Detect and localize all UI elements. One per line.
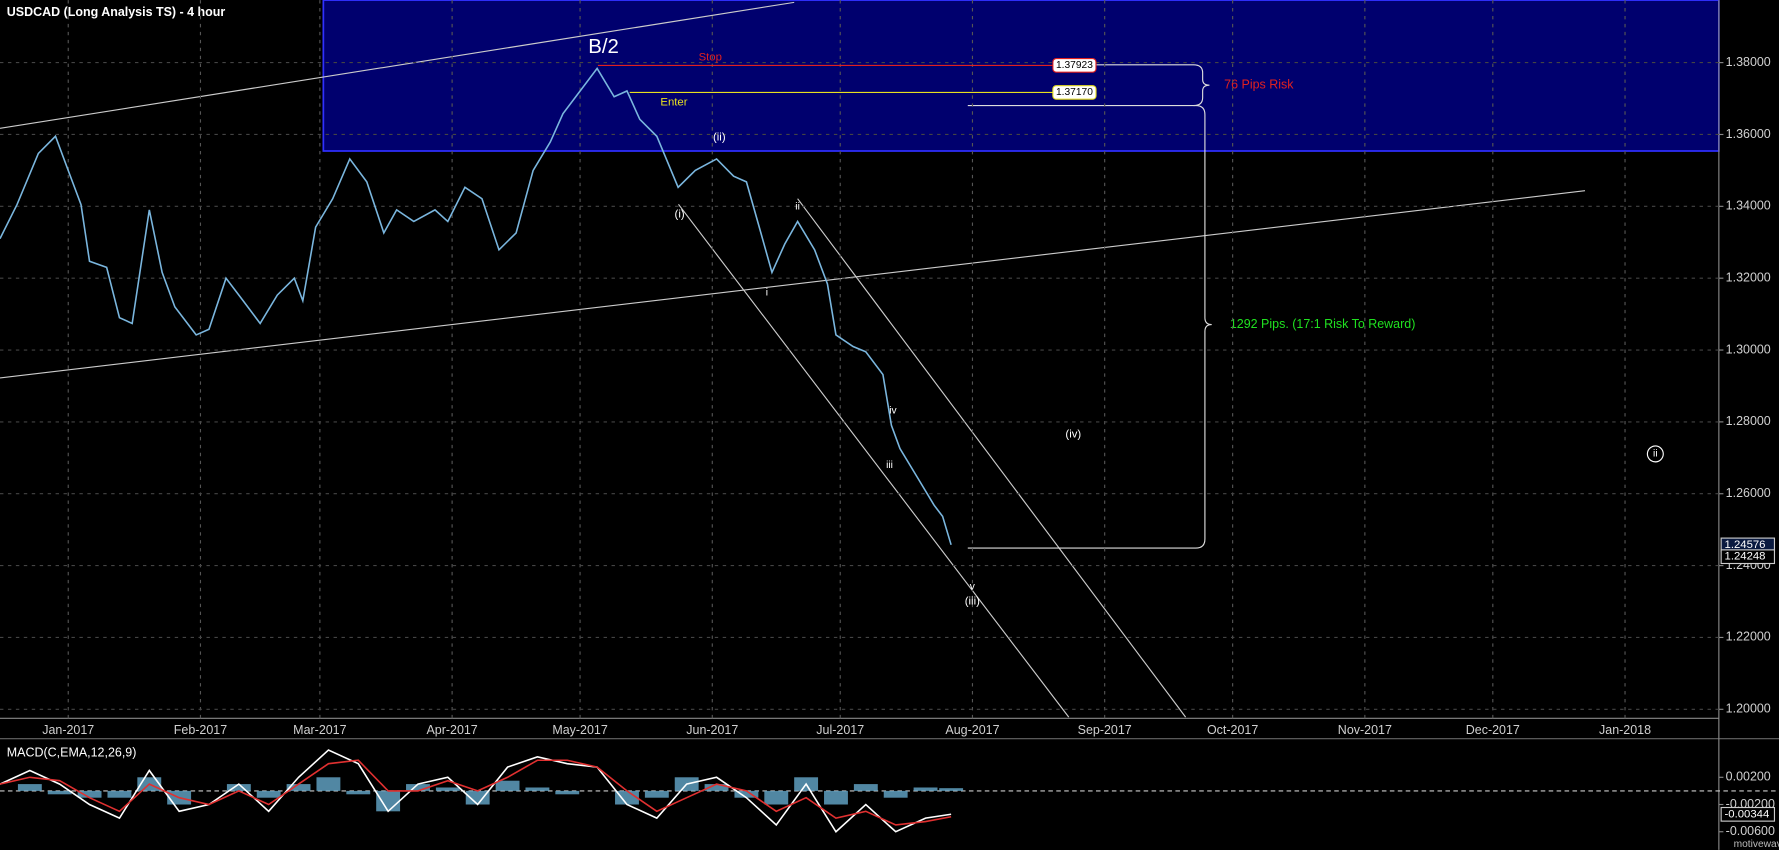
x-tick-label: Nov-2017 [1338,723,1392,737]
wave-label: ii [795,201,800,212]
x-tick-label: Dec-2017 [1466,723,1520,737]
histogram-bar [555,790,580,795]
x-tick-label: Jan-2017 [42,723,94,737]
histogram-bar [939,788,964,791]
histogram-bar [107,790,132,798]
x-tick-label: Aug-2017 [945,723,999,737]
histogram-bar [346,790,371,795]
x-tick-label: Feb-2017 [174,723,227,737]
y-tick-label: -0.00600 [1726,824,1775,838]
level-box [1052,85,1097,100]
series-line [0,66,952,546]
histogram-bar [406,784,430,791]
y-tick-label: 1.34000 [1726,199,1771,213]
x-tick-label: Jun-2017 [686,723,738,737]
wave-label: iv [889,406,897,417]
x-tick-label: Apr-2017 [426,723,477,737]
x-tick-label: May-2017 [552,723,608,737]
histogram-bar [853,784,878,791]
risk-note: 76 Pips Risk [1224,77,1294,91]
histogram-bar [286,784,311,791]
histogram-bar [824,790,848,805]
histogram-bar [495,780,520,791]
histogram-bar [913,787,938,791]
level-value: 1.37170 [1056,87,1093,98]
wave-label: (i) [675,209,685,221]
wave-label: v [970,581,976,592]
histogram-bar [376,790,401,812]
wave-circle [1646,445,1664,463]
level-label: Enter [660,97,687,109]
y-tick-label: 1.28000 [1726,414,1771,428]
y-tick-label: 1.38000 [1726,55,1771,69]
histogram-bar [256,790,281,798]
histogram-bar [17,784,42,791]
level-box [1052,58,1097,73]
wave-label: ii [1653,449,1658,460]
trend-line [0,1,795,129]
watermark: motivewave.com [1734,839,1779,850]
price-tag [1720,806,1776,822]
price-tag-label: 1.24576 [1725,539,1766,551]
price-tag [1720,549,1776,565]
y-tick-label: 0.00200 [1726,770,1771,784]
macd-title: MACD(C,EMA,12,26,9) [7,746,137,760]
channel-line [797,198,1187,718]
trend-line [0,190,1586,379]
histogram-bar [316,777,341,791]
x-tick-label: Oct-2017 [1207,723,1258,737]
reward-brace [967,105,1212,549]
level-value: 1.37923 [1056,60,1093,71]
risk-brace [1052,64,1210,107]
histogram-bar [77,790,102,798]
level-label: Stop [699,51,722,63]
price-tag-label: 1.24248 [1725,551,1766,563]
histogram-bar [764,790,789,805]
wave-label: (iii) [965,595,980,607]
wave-label: (ii) [713,131,726,143]
x-tick-label: Sep-2017 [1078,723,1132,737]
reward-note: 1292 Pips. (17:1 Risk To Reward) [1230,317,1416,331]
histogram-bar [465,790,490,805]
wave-label: B/2 [588,36,619,58]
x-tick-label: Jan-2018 [1599,723,1651,737]
histogram-bar [704,784,729,791]
x-tick-label: Mar-2017 [293,723,346,737]
x-tick-label: Jul-2017 [816,723,864,737]
histogram-bar [47,790,72,795]
wave-label: iii [886,460,893,471]
series-line [0,759,952,826]
chart-title: USDCAD (Long Analysis TS) - 4 hour [7,5,226,19]
zone-box [322,0,1720,152]
histogram-bar [525,787,550,791]
channel-line [678,203,1070,718]
histogram-bar [644,790,669,798]
y-tick-label: 1.36000 [1726,127,1771,141]
wave-label: i [766,288,768,299]
y-tick-label: 1.26000 [1726,486,1771,500]
histogram-bar [883,790,908,798]
price-tag-label: -0.00344 [1725,808,1770,820]
histogram-bar [734,790,759,798]
histogram-bar [435,787,460,791]
y-tick-label: 1.20000 [1726,702,1771,716]
series-line [0,749,952,833]
wave-label: (iv) [1065,429,1081,441]
y-tick-label: 1.30000 [1726,342,1771,356]
y-tick-label: 1.22000 [1726,630,1771,644]
y-tick-label: 1.32000 [1726,270,1771,284]
histogram-bar [226,784,251,791]
